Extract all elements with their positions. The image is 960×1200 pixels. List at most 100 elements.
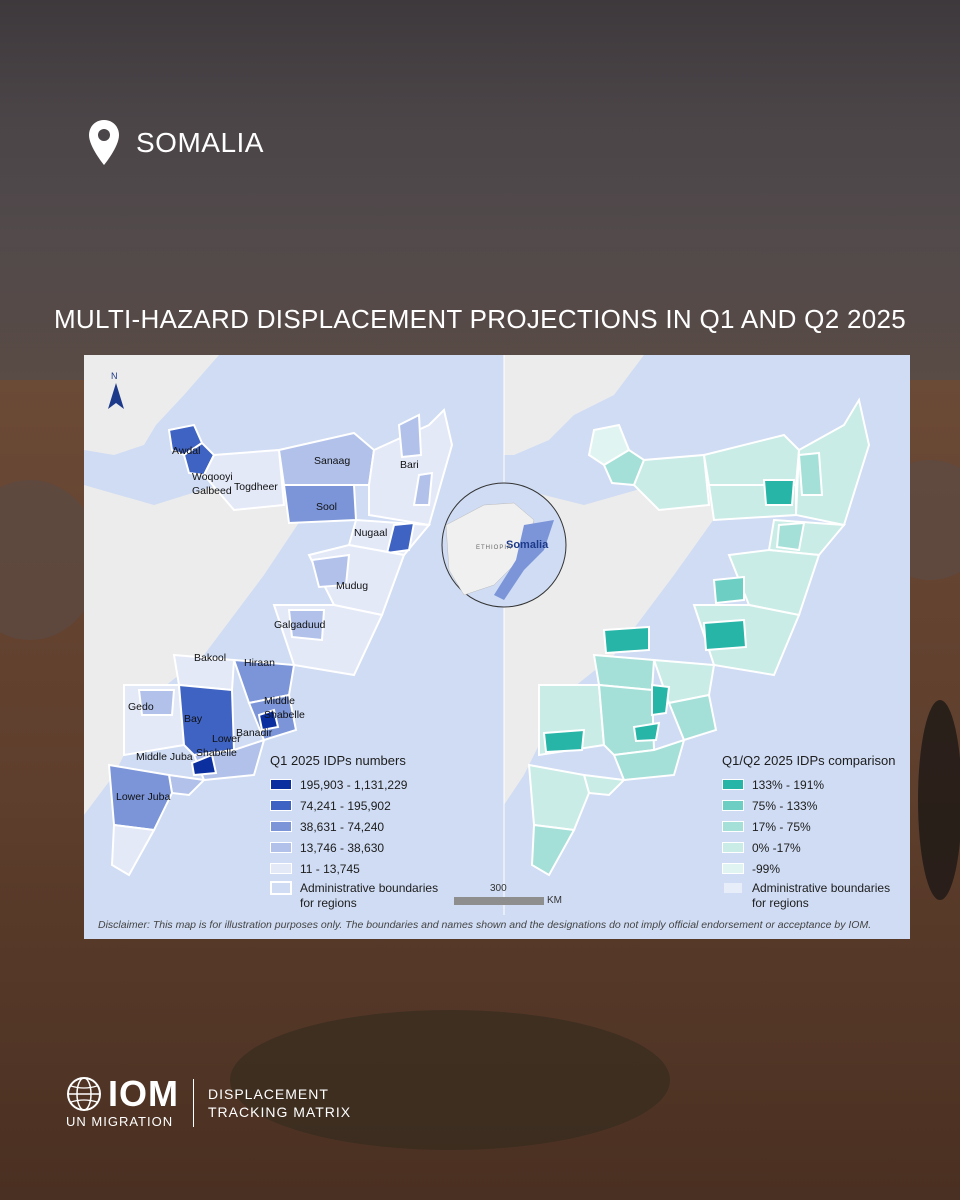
right-region-bay-hot (651, 683, 671, 717)
legend-swatch (270, 881, 292, 895)
right-region-bay (597, 683, 656, 757)
right-region-lj (527, 763, 591, 832)
page-title: MULTI-HAZARD DISPLACEMENT PROJECTIONS IN… (53, 304, 907, 334)
legend-swatch (722, 881, 744, 895)
legend-swatch (270, 779, 292, 790)
land-right-north (504, 355, 644, 455)
legend-row: Administrative boundaries for regions (270, 879, 438, 913)
region-lower-juba (107, 763, 174, 832)
legend-swatch (722, 842, 744, 853)
scale-unit: KM (547, 895, 562, 906)
region-mudug2 (310, 553, 351, 589)
right-region-lsh-hot (632, 721, 661, 743)
iom-emblem-icon (67, 1077, 101, 1111)
map-label: Woqooyi (192, 471, 233, 483)
footer-divider (193, 1078, 194, 1127)
map-label: Togdheer (234, 481, 278, 493)
legend-label: Administrative boundaries for regions (300, 881, 439, 910)
legend-label: 195,903 - 1,131,229 (300, 777, 408, 792)
scale-bar-graphic (454, 897, 544, 905)
right-region-msh (667, 693, 718, 742)
right-region-tog (632, 453, 711, 512)
right-region-lsh (612, 738, 686, 782)
legend-title: Q1/Q2 2025 IDPs comparison (722, 753, 896, 768)
legend-swatch (722, 863, 744, 874)
legend-swatch (722, 821, 744, 832)
right-region-mud (727, 548, 821, 617)
legend-right: Q1/Q2 2025 IDPs comparison 133% - 191% 7… (722, 753, 895, 913)
right-region-bari2 (797, 451, 824, 496)
region-bari2 (397, 413, 423, 459)
dtm-line-2: TRACKING MATRIX (208, 1103, 352, 1120)
map-label: Awdal (172, 445, 201, 457)
iom-wordmark: IOM (108, 1073, 179, 1114)
legend-label: 74,241 - 195,902 (300, 798, 391, 813)
header: SOMALIA (86, 118, 264, 168)
region-gedo2 (137, 689, 176, 716)
map-label: Galbeed (192, 485, 232, 497)
iom-subtitle: UN MIGRATION (66, 1114, 174, 1129)
legend-left: Q1 2025 IDPs numbers 195,903 - 1,131,229… (270, 753, 438, 913)
map-label: Nugaal (354, 527, 388, 539)
map-label: Middle (264, 695, 295, 707)
legend-label: 13,746 - 38,630 (300, 840, 385, 855)
legend-row: 38,631 - 74,240 (270, 816, 438, 837)
dtm-line-1: DISPLACEMENT (208, 1085, 329, 1102)
region-bari (368, 408, 454, 527)
region-bari3 (412, 471, 434, 506)
map-label: Lower Juba (116, 791, 171, 803)
region-nugaal-hot (385, 521, 416, 555)
dtm-label: DISPLACEMENT TRACKING MATRIX (208, 1085, 351, 1121)
legend-label: 38,631 - 74,240 (300, 819, 385, 834)
legend-swatch (270, 821, 292, 832)
legend-row: 195,903 - 1,131,229 (270, 774, 438, 795)
scale-value: 300 (490, 883, 507, 894)
legend-row: 13,746 - 38,630 (270, 837, 438, 858)
region-galgaduud2 (287, 609, 326, 642)
iom-logo: IOM UN MIGRATION (66, 1073, 179, 1130)
legend-swatch (270, 842, 292, 853)
legend-swatch (270, 863, 292, 874)
right-region-lj2 (530, 823, 576, 877)
map-label: Middle Juba (136, 751, 193, 763)
map-label: Bakool (194, 652, 227, 664)
somalia-left (107, 408, 454, 877)
map-label: Gedo (128, 701, 154, 713)
legend-label: 11 - 13,745 (300, 861, 360, 876)
map-label: Banadir (236, 727, 273, 739)
legend-row: 74,241 - 195,902 (270, 795, 438, 816)
location-pin-icon (89, 120, 119, 165)
map-label: Shabelle (264, 709, 305, 721)
country-label: SOMALIA (136, 127, 264, 158)
legend-row: Administrative boundaries for regions (722, 879, 895, 913)
disclaimer: Disclaimer: This map is for illustration… (98, 919, 872, 931)
map-label: Sanaag (314, 455, 351, 467)
legend-label: 0% -17% (752, 840, 801, 855)
legend-label: Administrative boundaries for regions (752, 881, 891, 910)
map-graphic (84, 355, 910, 939)
legend-label: 133% - 191% (752, 777, 825, 792)
land-left-horn (84, 480, 314, 815)
north-arrow-icon (108, 383, 124, 409)
footer: IOM UN MIGRATION DISPLACEMENT TRACKING M… (66, 1073, 351, 1130)
legend-row: 0% -17% (722, 837, 895, 858)
legend-swatch (270, 800, 292, 811)
map-label: Shabelle (196, 747, 237, 759)
inset-neighbor-label: ETHIOPIA (476, 545, 513, 551)
inset-country-label: Somalia (506, 539, 549, 551)
north-arrow: N (106, 371, 126, 413)
right-region-sool-hot (762, 479, 796, 506)
right-region-nug2 (775, 521, 806, 552)
right-region-gal-hot (702, 618, 748, 652)
map-label: Bay (184, 713, 203, 725)
legend-row: 11 - 13,745 (270, 858, 438, 879)
somalia-right (527, 397, 871, 877)
legend-swatch (722, 800, 744, 811)
legend-row: 75% - 133% (722, 795, 895, 816)
region-togdheer (202, 448, 286, 512)
region-banadir (257, 708, 280, 732)
legend-label: 17% - 75% (752, 819, 811, 834)
map-panel: N Somalia ETHIOPIA Awdal Woqooyi Galbeed… (84, 355, 910, 939)
map-label: Sool (316, 501, 338, 513)
map-label: Hiraan (244, 657, 275, 669)
